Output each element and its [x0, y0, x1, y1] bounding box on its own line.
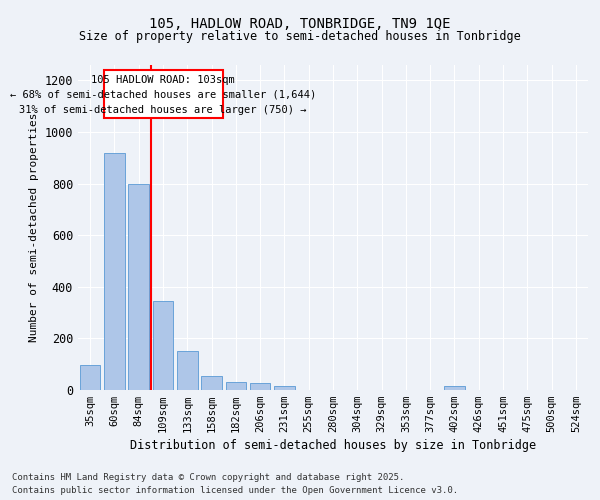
Bar — [104, 152, 125, 390]
X-axis label: Distribution of semi-detached houses by size in Tonbridge: Distribution of semi-detached houses by … — [130, 440, 536, 452]
Bar — [250, 383, 271, 390]
Text: 31% of semi-detached houses are larger (750) →: 31% of semi-detached houses are larger (… — [19, 104, 307, 115]
Bar — [80, 366, 100, 390]
Bar — [444, 386, 465, 390]
Bar — [274, 386, 295, 390]
Text: Contains public sector information licensed under the Open Government Licence v3: Contains public sector information licen… — [12, 486, 458, 495]
Text: 105, HADLOW ROAD, TONBRIDGE, TN9 1QE: 105, HADLOW ROAD, TONBRIDGE, TN9 1QE — [149, 18, 451, 32]
Bar — [177, 352, 197, 390]
Bar — [128, 184, 149, 390]
Bar — [201, 376, 222, 390]
Text: Size of property relative to semi-detached houses in Tonbridge: Size of property relative to semi-detach… — [79, 30, 521, 43]
Bar — [104, 70, 223, 118]
Text: Contains HM Land Registry data © Crown copyright and database right 2025.: Contains HM Land Registry data © Crown c… — [12, 474, 404, 482]
Bar — [226, 382, 246, 390]
Y-axis label: Number of semi-detached properties: Number of semi-detached properties — [29, 113, 39, 342]
Text: 105 HADLOW ROAD: 103sqm: 105 HADLOW ROAD: 103sqm — [91, 74, 235, 85]
Text: ← 68% of semi-detached houses are smaller (1,644): ← 68% of semi-detached houses are smalle… — [10, 90, 316, 100]
Bar — [152, 301, 173, 390]
